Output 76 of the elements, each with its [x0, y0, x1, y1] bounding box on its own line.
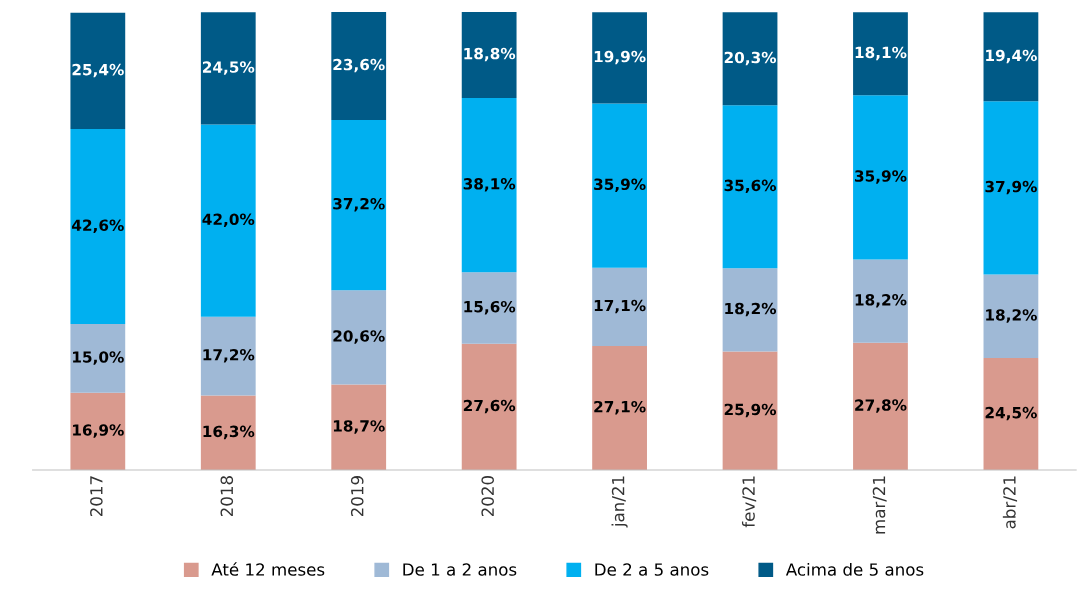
x-tick-label: mar/21 — [872, 476, 887, 534]
legend-label: De 2 a 5 anos — [595, 563, 709, 576]
bar — [200, 316, 256, 396]
data-label: 15,0% — [73, 351, 124, 365]
data-label: 20,6% — [333, 330, 385, 344]
data-label: 16,9% — [73, 424, 124, 438]
bar — [461, 97, 517, 273]
bar — [983, 274, 1039, 358]
x-tick-label: 2019 — [350, 476, 364, 517]
data-label: 25,9% — [724, 403, 777, 418]
bar — [331, 290, 387, 385]
bar — [722, 12, 778, 106]
data-label: 37,2% — [333, 197, 385, 212]
bar — [461, 11, 517, 98]
x-tick-label: abr/21 — [1002, 476, 1018, 529]
bar — [70, 324, 126, 393]
bar — [200, 12, 256, 125]
bar — [853, 95, 908, 260]
data-label: 27,6% — [463, 399, 516, 414]
data-label: 19,4% — [986, 49, 1037, 64]
data-label: 17,1% — [594, 299, 646, 314]
data-label: 35,6% — [724, 179, 777, 194]
data-label: 18,1% — [855, 46, 907, 61]
bar — [70, 129, 126, 325]
data-label: 37,9% — [985, 180, 1037, 195]
data-label: 15,6% — [464, 300, 516, 315]
bar — [592, 267, 647, 347]
data-label: 23,6% — [333, 58, 385, 73]
bar — [592, 346, 647, 471]
data-label: 27,8% — [855, 399, 907, 413]
data-label: 18,2% — [725, 302, 777, 317]
data-label: 18,7% — [333, 420, 385, 434]
data-label: 42,6% — [72, 219, 124, 233]
bar — [331, 384, 387, 471]
x-tick-label: 2017 — [90, 476, 103, 517]
data-label: 42,0% — [202, 213, 255, 227]
bar — [461, 272, 517, 344]
data-label: 20,3% — [724, 51, 777, 66]
bar — [853, 342, 908, 471]
data-label: 18,2% — [855, 294, 907, 308]
bar — [853, 12, 908, 96]
data-label: 18,2% — [986, 309, 1037, 323]
bar — [722, 268, 778, 352]
bar — [722, 351, 778, 471]
bar — [722, 105, 778, 269]
data-label: 27,1% — [594, 400, 646, 415]
legend-label: De 1 a 2 anos — [403, 563, 517, 576]
data-label: 18,8% — [464, 47, 516, 62]
bar — [70, 12, 126, 130]
data-label: 25,4% — [72, 63, 124, 78]
bar — [70, 392, 126, 471]
x-tick-label: 2020 — [481, 476, 494, 517]
data-label: 24,5% — [202, 61, 255, 75]
bar — [592, 103, 647, 268]
bar — [983, 12, 1039, 102]
bar — [331, 11, 387, 120]
x-tick-label: 2018 — [220, 476, 234, 517]
legend-label: Acima de 5 anos — [785, 562, 924, 576]
bar — [592, 12, 647, 104]
data-label: 35,9% — [594, 178, 646, 192]
bar — [983, 357, 1039, 471]
x-tick-label: jan/21 — [611, 476, 628, 528]
data-label: 35,9% — [854, 170, 907, 184]
bar — [200, 395, 256, 471]
data-label: 24,5% — [985, 406, 1037, 421]
bar — [200, 124, 256, 317]
legend-label: Até 12 meses — [211, 562, 325, 576]
bar — [853, 259, 908, 343]
data-label: 17,2% — [203, 348, 255, 363]
x-tick-label: fev/21 — [741, 476, 757, 528]
data-label: 16,3% — [203, 425, 255, 440]
bar — [331, 119, 387, 291]
bar — [983, 101, 1039, 275]
data-label: 19,9% — [594, 50, 646, 65]
bar — [461, 343, 517, 471]
data-label: 38,1% — [463, 178, 516, 192]
